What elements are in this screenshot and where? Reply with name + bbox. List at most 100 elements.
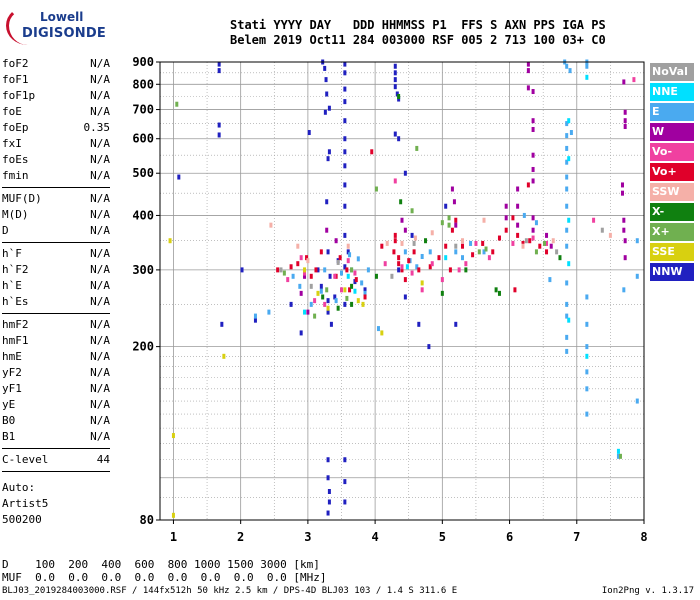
data-point-nnw — [417, 321, 421, 327]
data-point-vo- — [303, 270, 307, 276]
param-value: 0.35 — [83, 121, 111, 134]
data-point-e — [585, 369, 589, 375]
y-tick-label: 500 — [132, 166, 154, 180]
logo-text-digisonde: DIGISONDE — [22, 26, 106, 41]
data-point-x- — [618, 453, 622, 459]
divider — [2, 242, 110, 243]
param-row-hmf1: hmF1 N/A — [2, 333, 110, 349]
data-point-vo- — [333, 273, 337, 279]
data-point-x- — [397, 94, 401, 100]
data-point-x- — [494, 287, 498, 293]
data-point-e — [323, 267, 327, 273]
data-point-ssw — [296, 243, 300, 249]
data-point-e — [309, 301, 313, 307]
param-value: N/A — [90, 334, 110, 347]
data-point-nnw — [343, 86, 347, 92]
param-row-hme: hmE N/A — [2, 349, 110, 365]
data-point-x- — [325, 287, 329, 293]
data-point-x- — [345, 295, 349, 301]
x-tick-label: 2 — [237, 530, 244, 544]
param-name: hmE — [2, 350, 22, 363]
data-point-nnw — [444, 203, 448, 209]
data-point-sse — [380, 330, 384, 336]
data-point-e — [461, 255, 464, 261]
data-point-w — [516, 222, 520, 228]
logo-arc-icon — [6, 6, 49, 45]
param-value: N/A — [90, 137, 110, 150]
data-point-nnw — [326, 457, 330, 463]
y-tick-label: 400 — [132, 208, 154, 222]
data-point-vo- — [545, 249, 549, 255]
param-row-h-e: h`E N/A — [2, 278, 110, 294]
data-point-vo- — [397, 261, 401, 267]
data-point-w — [623, 238, 627, 244]
data-point-vo- — [340, 287, 343, 293]
data-point-e — [616, 453, 620, 459]
data-point-x- — [374, 273, 378, 279]
param-name: D — [2, 224, 9, 237]
data-point-e — [565, 227, 569, 233]
data-point-nne — [405, 264, 409, 270]
data-point-w — [306, 309, 310, 315]
data-point-nnw — [393, 84, 397, 90]
param-name: B1 — [2, 430, 16, 443]
muf-row: MUF 0.0 0.0 0.0 0.0 0.0 0.0 0.0 0.0 [MHz… — [2, 571, 327, 584]
data-point-e — [565, 121, 569, 127]
param-row-c-level: C-level 44 — [2, 452, 110, 468]
data-point-x- — [282, 270, 286, 276]
data-point-vo- — [592, 217, 596, 223]
data-point-vo- — [457, 267, 461, 273]
param-value: N/A — [90, 398, 110, 411]
param-row-b1: B1 N/A — [2, 429, 110, 445]
data-point-w — [526, 68, 530, 74]
data-point-nnw — [326, 510, 330, 516]
param-value: 44 — [96, 453, 110, 466]
data-point-w — [531, 215, 535, 221]
param-name: hmF2 — [2, 318, 29, 331]
polarization-legend: NoVal NNE E W Vo- Vo+ SSW X- X+ SSE NNW — [650, 63, 694, 283]
data-point-nne — [585, 353, 589, 359]
param-value: N/A — [90, 57, 110, 70]
data-point-vo- — [511, 240, 515, 246]
legend-item-vo-: Vo+ — [650, 163, 694, 181]
data-point-noval — [412, 240, 416, 246]
data-point-x- — [447, 215, 451, 221]
param-row-fmin: fmin N/A — [2, 168, 110, 184]
legend-item-vo-: Vo- — [650, 143, 694, 161]
chart-axes: 1 2 3 4 5 6 7 8 80 200 300 400 500 600 700 800 900 — [132, 55, 647, 544]
data-point-nnw — [324, 77, 328, 83]
data-point-ssw — [346, 243, 350, 249]
data-point-noval — [524, 238, 528, 244]
data-point-nnw — [217, 122, 221, 128]
data-point-nne — [567, 317, 571, 323]
data-point-nnw — [323, 109, 327, 115]
data-point-w — [620, 182, 624, 188]
data-point-w — [526, 61, 530, 67]
data-point-nnw — [325, 199, 329, 205]
data-point-w — [531, 118, 535, 124]
data-point-nnw — [397, 267, 401, 273]
data-point-w — [334, 238, 338, 244]
x-tick-label: 6 — [506, 530, 513, 544]
data-point-e — [565, 145, 569, 151]
data-point-e — [366, 267, 370, 273]
data-point-e — [534, 220, 538, 226]
x-tick-label: 7 — [573, 530, 580, 544]
param-row-yf2: yF2 N/A — [2, 365, 110, 381]
data-point-e — [482, 249, 486, 255]
data-point-e — [253, 313, 257, 319]
data-point-ssw — [400, 240, 404, 246]
data-point-ssw — [385, 240, 389, 246]
param-group-clevel: C-level 44 — [2, 452, 110, 468]
data-point-sse — [171, 433, 175, 439]
param-row-hmf2: hmF2 N/A — [2, 317, 110, 333]
scaled-parameters-panel: foF2 N/A foF1 N/A foF1p N/A foE N/A foEp 0.35 fxI N… — [2, 56, 110, 475]
data-point-nnw — [307, 130, 311, 136]
data-point-x- — [321, 294, 325, 300]
param-value: N/A — [90, 366, 110, 379]
data-point-nnw — [346, 249, 350, 255]
data-point-sse — [356, 298, 360, 304]
data-point-vo- — [440, 277, 444, 283]
param-name: fmin — [2, 169, 29, 182]
